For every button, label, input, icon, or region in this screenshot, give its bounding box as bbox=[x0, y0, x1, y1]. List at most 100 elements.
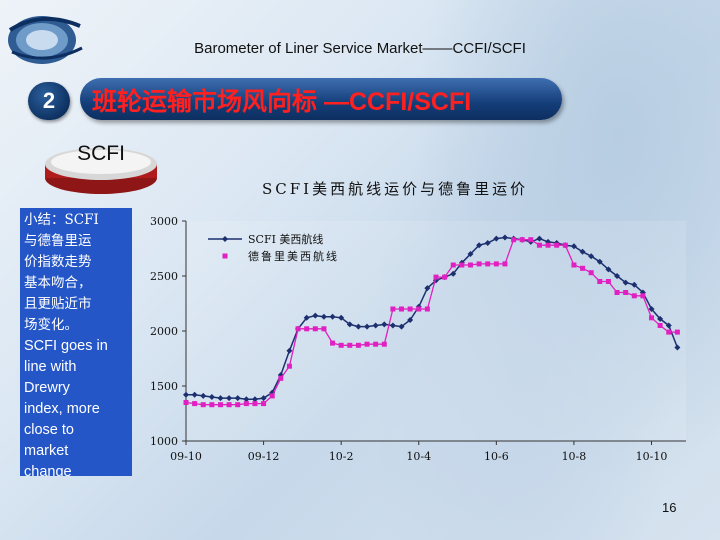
x-tick-label: 10-10 bbox=[636, 450, 668, 463]
note-line: Drewry bbox=[24, 380, 70, 396]
title-banner bbox=[80, 78, 562, 120]
note-line: 小结：SCFI bbox=[24, 212, 99, 228]
drewry-point bbox=[347, 342, 353, 348]
drewry-point bbox=[364, 341, 370, 347]
drewry-point bbox=[502, 261, 508, 267]
scfi-point bbox=[251, 396, 258, 403]
scfi-point bbox=[329, 313, 336, 320]
scfi-point bbox=[398, 323, 405, 330]
scfi-point bbox=[467, 251, 474, 257]
scfi-point bbox=[622, 279, 629, 286]
drewry-point bbox=[381, 341, 387, 347]
section-number-badge: 2 bbox=[28, 82, 70, 120]
plot-area bbox=[186, 221, 686, 441]
drewry-point bbox=[269, 393, 275, 399]
series-line-scfi bbox=[186, 236, 679, 400]
note-line: close to bbox=[24, 422, 74, 438]
scfi-point bbox=[234, 395, 241, 402]
scfi-point bbox=[372, 322, 379, 329]
drewry-point bbox=[467, 262, 473, 268]
drewry-point bbox=[295, 326, 301, 332]
note-line: SCFI goes in bbox=[24, 338, 108, 354]
y-tick-label: 1000 bbox=[150, 435, 178, 448]
drewry-point bbox=[485, 261, 491, 267]
scfi-point bbox=[424, 285, 431, 292]
scfi-point bbox=[631, 281, 638, 288]
drewry-point bbox=[399, 306, 405, 312]
drewry-point bbox=[545, 242, 551, 248]
y-tick-label: 1500 bbox=[150, 380, 178, 393]
note-line: 基本吻合， bbox=[24, 275, 92, 291]
scfi-point bbox=[657, 315, 664, 322]
scfi-point bbox=[674, 344, 681, 351]
summary-note: 小结：SCFI 与德鲁里运 价指数走势 基本吻合， 且更贴近市 场变化。 SCF… bbox=[20, 208, 132, 476]
scfi-point bbox=[407, 317, 414, 323]
drewry-point bbox=[511, 237, 517, 243]
legend-marker-scfi bbox=[222, 236, 228, 242]
x-tick-label: 10-4 bbox=[406, 450, 431, 463]
series-line-drewry bbox=[185, 239, 678, 406]
scfi-point bbox=[501, 234, 508, 241]
scfi-point bbox=[217, 395, 224, 402]
scfi-point bbox=[260, 395, 267, 402]
scfi-point bbox=[364, 323, 371, 330]
drewry-point bbox=[674, 329, 680, 335]
scfi-point bbox=[191, 391, 198, 398]
drewry-point bbox=[278, 375, 284, 381]
drewry-point bbox=[605, 279, 611, 284]
drewry-point bbox=[312, 326, 318, 332]
drewry-point bbox=[217, 402, 223, 408]
y-tick-label: 2500 bbox=[150, 270, 178, 283]
x-tick-label: 10-6 bbox=[484, 450, 509, 463]
drewry-point bbox=[459, 262, 465, 268]
scfi-point bbox=[208, 394, 215, 400]
drewry-point bbox=[631, 293, 637, 299]
drewry-point bbox=[192, 401, 198, 407]
drewry-point bbox=[597, 279, 603, 284]
drewry-point bbox=[321, 326, 327, 332]
note-line: 价指数走势 bbox=[24, 254, 92, 270]
line-chart: 1000 1500 2000 2500 3000 09-10 09-12 10-2 10-4 10… bbox=[150, 215, 686, 463]
drewry-point bbox=[571, 262, 577, 268]
note-line: change bbox=[24, 464, 72, 476]
drewry-point bbox=[657, 323, 663, 328]
drewry-point bbox=[355, 342, 361, 348]
note-line: 且更贴近市 bbox=[24, 296, 92, 312]
scfi-point bbox=[605, 266, 612, 273]
scfi-point bbox=[320, 313, 327, 320]
drewry-point bbox=[519, 237, 525, 243]
drewry-point bbox=[580, 265, 586, 271]
drewry-point bbox=[235, 402, 241, 408]
drewry-point bbox=[623, 290, 629, 295]
y-tick-label: 3000 bbox=[150, 215, 178, 228]
x-tick-label: 10-8 bbox=[562, 450, 587, 463]
drewry-point bbox=[183, 400, 189, 405]
scfi-point bbox=[183, 391, 189, 398]
scfi-point bbox=[286, 347, 293, 354]
drewry-point bbox=[304, 326, 310, 332]
drewry-point bbox=[614, 290, 620, 295]
drewry-point bbox=[476, 261, 482, 267]
drewry-point bbox=[554, 242, 560, 248]
logo-icon bbox=[8, 16, 83, 64]
drewry-point bbox=[226, 402, 232, 408]
drewry-point bbox=[528, 237, 534, 243]
y-tick-label: 2000 bbox=[150, 325, 178, 338]
drewry-point bbox=[433, 274, 439, 280]
note-line: market bbox=[24, 443, 69, 459]
summary-note-english: SCFI goes in line with Drewry index, mor… bbox=[20, 336, 132, 476]
note-line: line with bbox=[24, 359, 77, 375]
scfi-point bbox=[579, 248, 586, 255]
scfi-point bbox=[303, 314, 310, 321]
scfi-point bbox=[338, 314, 345, 321]
drewry-point bbox=[588, 270, 594, 276]
drewry-point bbox=[536, 242, 542, 248]
drewry-point bbox=[390, 306, 396, 312]
scfi-point bbox=[312, 312, 319, 319]
drewry-point bbox=[640, 293, 646, 299]
scfi-point bbox=[476, 242, 483, 249]
x-tick-label: 09-10 bbox=[170, 450, 202, 463]
scfi-point bbox=[450, 270, 457, 277]
scfi-point bbox=[243, 396, 250, 403]
drewry-point bbox=[252, 401, 258, 407]
